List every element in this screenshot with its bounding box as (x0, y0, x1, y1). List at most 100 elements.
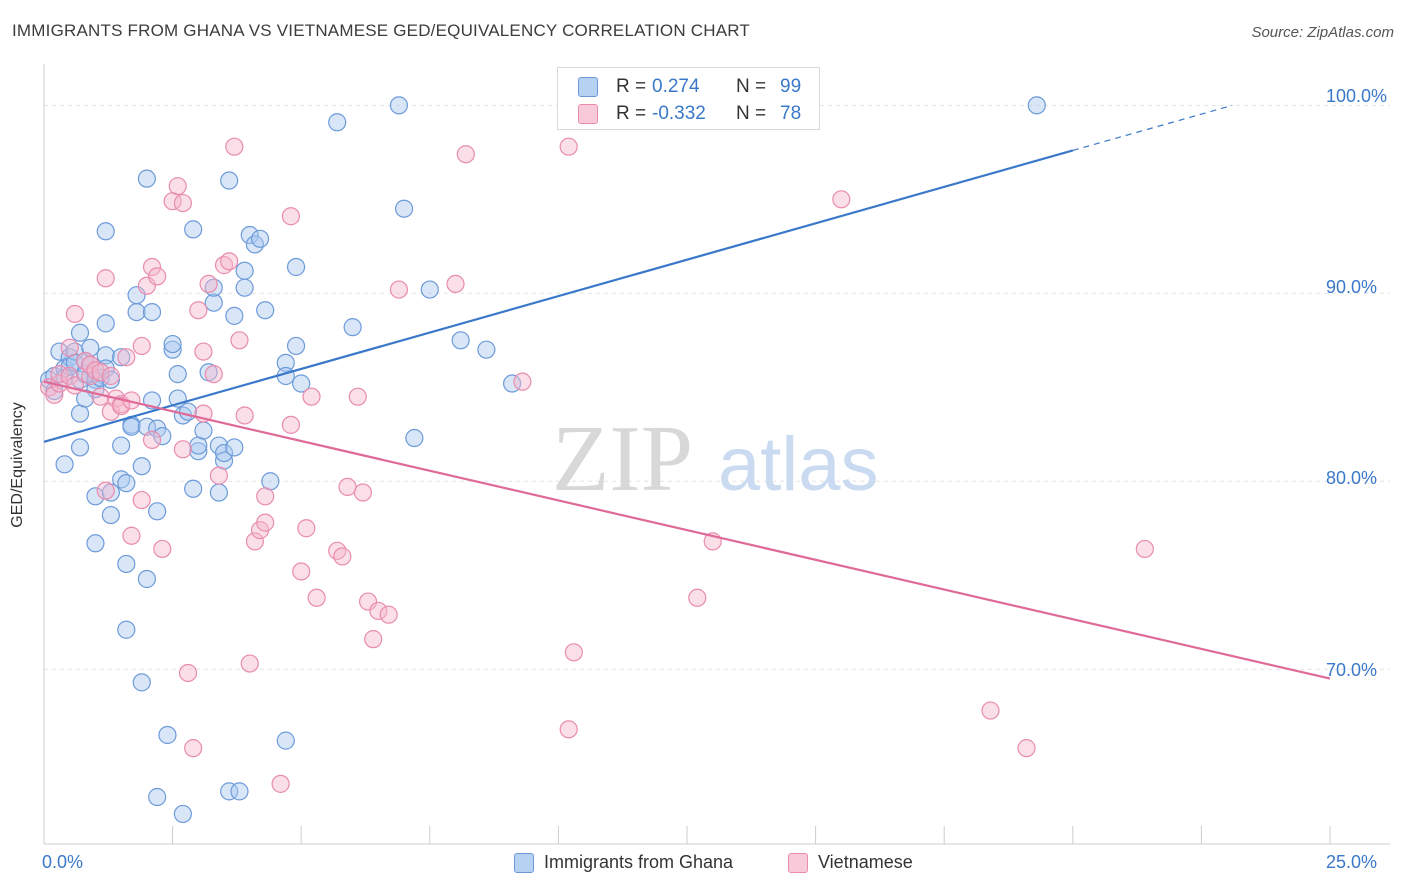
vietnamese-point (65, 376, 84, 395)
ghana-point (158, 725, 177, 745)
vietnamese-point (132, 490, 151, 510)
trend-lines (43, 104, 1331, 680)
vietnamese-point (369, 601, 388, 621)
ghana-point (230, 782, 249, 801)
legend-r-label: R = (616, 76, 647, 97)
vietnamese-point (142, 257, 162, 277)
ghana-point (132, 673, 151, 692)
vietnamese-point (297, 519, 316, 538)
vietnamese-point (209, 466, 228, 485)
ghana-point (220, 171, 239, 190)
ghana-point (86, 487, 105, 506)
ghana-point (148, 502, 167, 521)
vietnamese-point (101, 366, 120, 386)
ghana-point (451, 331, 470, 350)
legend-item-vietnamese[interactable]: Vietnamese (788, 852, 913, 873)
ghana-point (276, 353, 295, 372)
ghana-point (250, 229, 270, 248)
x-tick-label-max: 25.0% (1326, 852, 1378, 872)
vietnamese-point (559, 720, 578, 739)
ghana-point (477, 340, 496, 359)
vietnamese-point (142, 430, 162, 450)
legend-swatch-ghana (578, 77, 598, 97)
ghana-point (55, 455, 74, 474)
watermark-zip: ZIP (552, 407, 693, 511)
y-axis-label: GED/Equivalency (9, 402, 26, 528)
ghana-point (173, 804, 192, 824)
legend-r-value-vietnamese: -0.332 (652, 103, 706, 124)
ghana-point (178, 402, 198, 421)
ghana-point (163, 340, 182, 359)
vietnamese-point (153, 539, 172, 559)
ghana-point (101, 505, 120, 525)
ghana-point (70, 404, 90, 423)
ghana-point (117, 474, 136, 493)
ghana-point (405, 428, 424, 448)
ghana-point (245, 235, 265, 254)
ghana-point (235, 261, 254, 280)
ghana-point (86, 534, 105, 553)
vietnamese-point (302, 387, 321, 406)
ghana-point (276, 731, 295, 750)
vietnamese-point (256, 487, 275, 506)
legend-swatch-ghana (514, 852, 534, 873)
ghana-point (225, 438, 244, 457)
vietnamese-point (173, 440, 192, 459)
vietnamese-point (328, 541, 347, 560)
legend-n-label: N = (736, 76, 767, 97)
ghana-point (117, 554, 136, 574)
correlation-legend: R = 0.274 N = 99 R = -0.332 N = 78 (557, 67, 820, 130)
legend-n-value-ghana: 99 (780, 76, 802, 97)
watermark: ZIP atlas (552, 407, 879, 511)
ghana-point (389, 96, 409, 115)
ghana-point (204, 293, 223, 312)
vietnamese-point (389, 280, 409, 299)
vietnamese-point (379, 605, 398, 624)
legend-row-vietnamese: R = -0.332 N = 78 (578, 101, 801, 127)
vietnamese-point (364, 630, 383, 649)
legend-label-vietnamese: Vietnamese (818, 852, 913, 872)
vietnamese-point (184, 739, 203, 758)
series-legend: Immigrants from Ghana Vietnamese (0, 852, 1406, 876)
vietnamese-point (271, 774, 290, 793)
vietnamese-point (132, 336, 151, 356)
ghana-point (256, 301, 275, 320)
ghana-point (60, 348, 79, 367)
ghana-point (184, 479, 203, 498)
legend-item-ghana[interactable]: Immigrants from Ghana (514, 852, 733, 873)
vietnamese-point (981, 701, 1000, 720)
vietnamese-point (225, 137, 244, 156)
ghana-point (112, 348, 131, 367)
vietnamese-point (204, 365, 223, 384)
ghana-point (220, 782, 239, 801)
vietnamese-point (173, 193, 192, 213)
vietnamese-point (81, 355, 100, 374)
y-tick-label-90: 90.0% (1326, 277, 1378, 297)
ghana-point (137, 169, 156, 188)
ghana-point (209, 483, 228, 502)
ghana-point (142, 302, 162, 322)
ghana-point (189, 436, 208, 455)
source-label: Source: ZipAtlas.com (1251, 24, 1394, 41)
vietnamese-point (199, 274, 218, 294)
ghana-point (50, 342, 69, 361)
vietnamese-point (307, 588, 326, 607)
vietnamese-point (235, 406, 254, 425)
vietnamese-point (168, 177, 187, 196)
ghana-point (163, 334, 182, 354)
legend-r-label: R = (616, 103, 647, 124)
ghana-point (117, 620, 136, 639)
vietnamese-point (353, 483, 373, 502)
vietnamese-point (292, 562, 311, 581)
legend-n-label: N = (736, 103, 767, 124)
vietnamese-point (230, 331, 249, 350)
vietnamese-point (148, 267, 167, 286)
vietnamese-point (65, 304, 84, 324)
vietnamese-point (446, 274, 465, 294)
ghana-point (1027, 96, 1046, 115)
ghana-point (286, 336, 306, 356)
vietnamese-point (220, 252, 239, 271)
vietnamese-point (559, 137, 578, 156)
vietnamese-point (348, 387, 367, 406)
